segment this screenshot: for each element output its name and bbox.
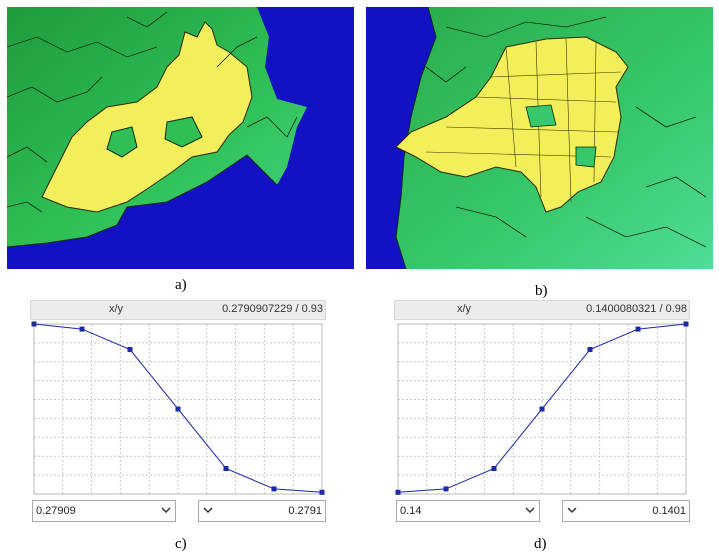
panel-c-header-value: 0.2790907229 / 0.93	[222, 303, 323, 315]
map-a	[7, 7, 354, 269]
panel-d-right-dropdown[interactable]: 0.1401	[562, 500, 690, 522]
chevron-down-icon[interactable]	[161, 503, 171, 517]
caption-a: a)	[175, 277, 187, 293]
plot-d-point-3	[539, 406, 545, 412]
panel-c-right-value: 0.2791	[288, 505, 322, 517]
panel-c-header: x/y 0.2790907229 / 0.93	[30, 300, 326, 320]
plot-d-point-4	[587, 347, 593, 352]
curve-panel-d: x/y 0.1400080321 / 0.98 0.14 0.1401	[394, 300, 690, 528]
chevron-down-icon[interactable]	[567, 503, 577, 517]
plot-c-point-5	[271, 486, 277, 492]
map-b	[366, 7, 713, 269]
caption-c: c)	[175, 536, 187, 552]
panel-d-header: x/y 0.1400080321 / 0.98	[394, 300, 690, 320]
plot-d-point-1	[443, 486, 449, 492]
plot-c-point-2	[127, 347, 133, 352]
panel-d-right-value: 0.1401	[652, 505, 686, 517]
curve-plot-c[interactable]	[30, 320, 326, 498]
plot-c-point-1	[79, 326, 85, 332]
map-b-image	[366, 7, 713, 269]
panel-c-left-value: 0.27909	[36, 505, 76, 517]
plot-d-point-2	[491, 466, 497, 471]
caption-b: b)	[535, 283, 548, 299]
chevron-down-icon[interactable]	[203, 503, 213, 517]
curve-panel-c: x/y 0.2790907229 / 0.93 0.27909 0.2791	[30, 300, 326, 528]
panel-d-left-value: 0.14	[400, 505, 422, 517]
panel-d-left-dropdown[interactable]: 0.14	[396, 500, 540, 522]
panel-c-header-label: x/y	[109, 303, 124, 315]
panel-d-header-value: 0.1400080321 / 0.98	[586, 303, 687, 315]
chevron-down-icon[interactable]	[525, 503, 535, 517]
caption-d: d)	[534, 536, 547, 552]
plot-c-point-0	[31, 321, 37, 327]
panel-d-header-label: x/y	[457, 303, 472, 315]
plot-c-point-6	[319, 489, 325, 495]
plot-d-point-6	[683, 321, 689, 327]
plot-d-point-0	[395, 489, 401, 495]
plot-c-point-4	[223, 466, 229, 471]
curve-plot-d[interactable]	[394, 320, 690, 498]
panel-c-left-dropdown[interactable]: 0.27909	[32, 500, 176, 522]
plot-c-point-3	[175, 406, 181, 412]
map-a-image	[7, 7, 354, 269]
panel-c-right-dropdown[interactable]: 0.2791	[198, 500, 326, 522]
plot-d-point-5	[635, 326, 641, 332]
